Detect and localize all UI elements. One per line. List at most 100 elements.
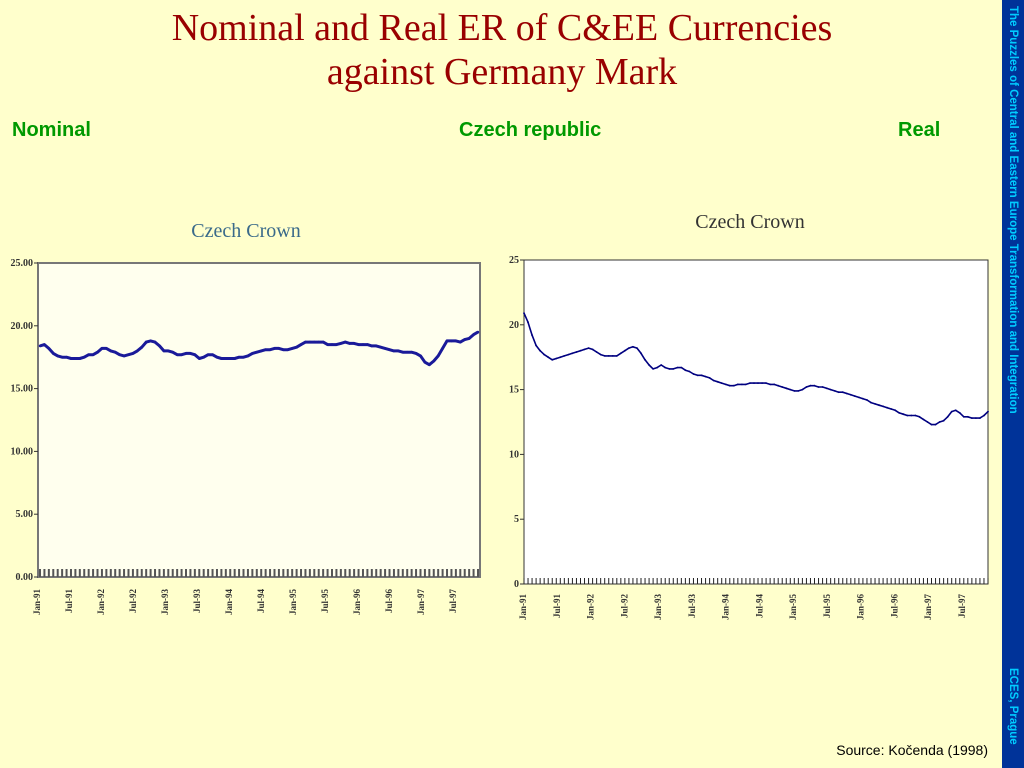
data-point	[583, 348, 586, 351]
data-point	[862, 397, 864, 400]
data-point	[348, 342, 352, 345]
data-point	[906, 414, 909, 417]
data-point	[330, 343, 334, 346]
data-point	[809, 384, 812, 387]
slide-title: Nominal and Real ER of C&EE Currencies a…	[0, 6, 1004, 94]
side-bar: The Puzzles of Central and Eastern Europ…	[1002, 0, 1024, 768]
data-point	[640, 352, 642, 355]
data-point	[432, 359, 436, 363]
data-point	[535, 344, 537, 347]
data-point	[946, 415, 949, 418]
data-point	[388, 348, 391, 351]
data-point	[559, 356, 562, 359]
data-point	[193, 353, 197, 356]
y-tick-label: 5.00	[16, 509, 34, 520]
data-point	[736, 383, 739, 386]
data-point	[198, 357, 201, 360]
data-point	[704, 375, 707, 378]
y-tick-label: 20	[509, 320, 519, 331]
data-point	[78, 357, 82, 360]
data-point	[938, 421, 941, 423]
data-point	[757, 382, 759, 384]
data-point	[357, 343, 360, 346]
data-point	[321, 340, 325, 344]
data-point	[339, 342, 343, 345]
data-point	[127, 353, 130, 356]
data-point	[672, 368, 675, 370]
x-tick-label: Jul-96	[889, 594, 899, 619]
data-point	[547, 356, 550, 359]
y-tick-label: 10.00	[11, 446, 34, 457]
data-point	[87, 353, 90, 356]
data-point	[317, 340, 321, 344]
data-point	[983, 414, 985, 417]
data-point	[56, 354, 59, 358]
data-point	[866, 399, 868, 401]
data-point	[140, 345, 144, 349]
data-point	[543, 353, 546, 356]
y-tick-label: 15.00	[11, 384, 34, 395]
data-point	[595, 351, 598, 353]
real-chart: Czech Crown 0 5 10 15 20 25 Jan-91 Jul-91 Jan-92 J…	[509, 211, 989, 621]
data-point	[74, 357, 77, 360]
data-point	[741, 383, 743, 386]
data-point	[854, 395, 856, 397]
data-point	[599, 353, 602, 356]
data-point	[374, 344, 378, 348]
data-point	[454, 339, 458, 343]
data-point	[82, 355, 86, 359]
data-point	[732, 384, 735, 387]
data-point	[379, 345, 383, 349]
data-point	[118, 353, 121, 356]
data-point	[765, 382, 767, 384]
data-point	[805, 386, 808, 388]
data-point	[149, 339, 152, 343]
data-point	[352, 342, 356, 345]
x-tick-label: Jul-92	[619, 594, 629, 619]
data-point	[745, 383, 747, 386]
data-point	[579, 349, 582, 352]
data-point	[60, 355, 64, 359]
data-point	[326, 343, 329, 346]
data-point	[918, 415, 921, 418]
data-point	[793, 390, 796, 392]
y-tick-label: 5	[514, 514, 519, 525]
data-point	[785, 387, 788, 390]
data-point	[405, 350, 409, 354]
data-point	[644, 358, 646, 361]
data-point	[313, 340, 316, 344]
data-point	[220, 357, 223, 360]
data-point	[801, 388, 804, 391]
data-point	[242, 355, 245, 359]
data-point	[910, 414, 913, 417]
data-point	[255, 350, 259, 354]
series-line	[39, 330, 479, 367]
data-point	[555, 357, 558, 360]
data-point	[575, 351, 578, 353]
data-point	[563, 355, 566, 357]
data-point	[954, 409, 957, 412]
data-point	[463, 338, 467, 341]
data-point	[476, 330, 480, 334]
data-point	[975, 417, 977, 419]
data-point	[527, 321, 529, 324]
x-tick-label: Jan-97	[923, 594, 933, 621]
data-point	[531, 334, 533, 337]
plot-area	[37, 262, 481, 578]
data-point	[898, 412, 901, 414]
data-point	[428, 363, 431, 366]
x-tick-label: Jan-93	[160, 589, 170, 616]
data-point	[344, 340, 347, 344]
nominal-chart: Czech Crown 0.00 5.00 10.00 15.00 20.00 25.00 J…	[11, 220, 481, 616]
data-point	[712, 379, 715, 382]
data-point	[652, 368, 654, 370]
data-point	[308, 340, 312, 344]
data-point	[290, 347, 294, 350]
data-point	[664, 366, 667, 369]
data-point	[648, 364, 650, 366]
x-tick-label: Jul-95	[822, 594, 832, 619]
data-point	[624, 349, 626, 352]
data-point	[215, 355, 219, 359]
data-point	[926, 421, 929, 423]
nominal-label: Nominal	[12, 119, 91, 141]
